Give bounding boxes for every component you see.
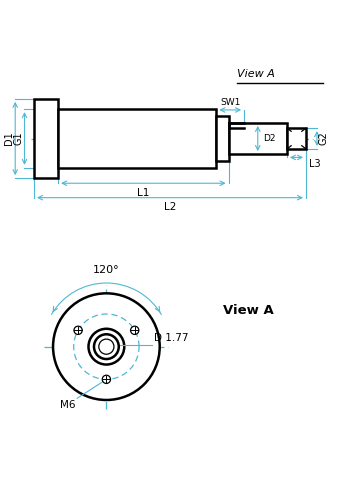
Circle shape <box>94 334 119 359</box>
Bar <box>217 116 229 161</box>
Circle shape <box>53 293 160 400</box>
Bar <box>34 99 58 178</box>
Bar <box>58 109 217 168</box>
Text: L3: L3 <box>309 159 320 169</box>
Text: G2: G2 <box>318 132 328 145</box>
Circle shape <box>102 375 111 384</box>
Text: D1: D1 <box>4 132 14 145</box>
Text: L2: L2 <box>164 202 176 212</box>
Circle shape <box>74 326 82 335</box>
Text: D 1.77: D 1.77 <box>154 333 188 343</box>
Text: SW1: SW1 <box>220 97 240 107</box>
Text: View A: View A <box>223 304 274 317</box>
Text: View A: View A <box>237 69 275 79</box>
Bar <box>229 123 287 154</box>
Text: M6: M6 <box>60 400 75 410</box>
Text: D2: D2 <box>263 134 276 143</box>
Text: 120°: 120° <box>93 265 120 276</box>
Text: G1: G1 <box>13 132 23 145</box>
Circle shape <box>131 326 139 335</box>
Bar <box>287 128 306 149</box>
Text: L1: L1 <box>137 188 149 198</box>
Circle shape <box>89 329 124 364</box>
Circle shape <box>99 339 114 354</box>
